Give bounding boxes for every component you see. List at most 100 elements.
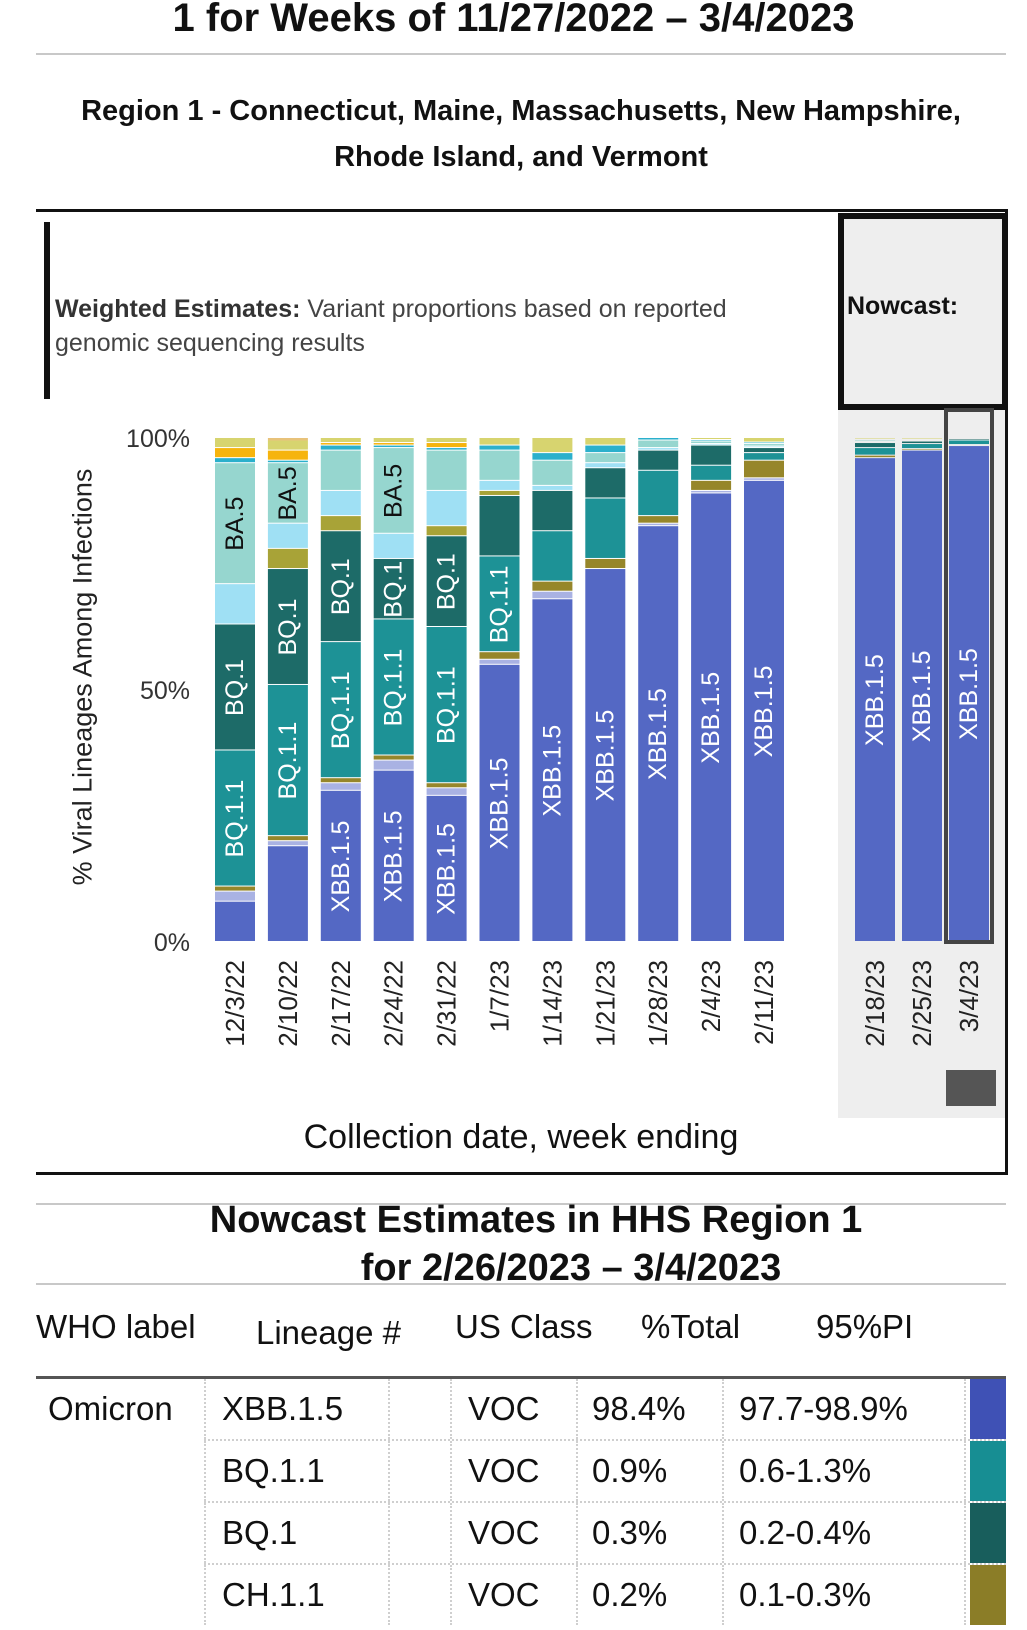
bar-segment xyxy=(585,468,626,498)
nowcast-header-box[interactable] xyxy=(838,213,1008,410)
bar-segment xyxy=(902,450,942,941)
bar-segment xyxy=(320,778,361,783)
bar-data-label: XBB.1.5 xyxy=(955,648,983,740)
weighted-estimates-heading: Weighted Estimates: xyxy=(55,295,301,323)
bar-segment xyxy=(426,536,467,626)
bar-segment xyxy=(426,438,467,443)
bar-segment xyxy=(855,455,895,458)
bar-segment xyxy=(320,490,361,516)
bar-segment xyxy=(691,493,732,941)
bar-data-label: BQ.1.1 xyxy=(274,722,302,800)
x-tick-label: 1/7/23 xyxy=(485,960,515,1032)
column-separator xyxy=(388,1379,390,1439)
nowcast-title-line2: for 2/26/2023 – 3/4/2023 xyxy=(360,1247,782,1289)
bar-segment xyxy=(215,750,255,886)
bar-data-label: XBB.1.5 xyxy=(697,672,725,764)
bar-segment xyxy=(479,490,520,495)
x-tick-label: 2/10/22 xyxy=(273,960,303,1047)
weighted-estimates-text: Variant proportions based on reported ge… xyxy=(55,295,727,357)
bar-segment xyxy=(479,480,520,490)
cell-us-class: VOC xyxy=(468,1576,540,1613)
x-tick-label: 1/28/23 xyxy=(643,960,673,1047)
bar-segment xyxy=(585,453,626,463)
bar-segment xyxy=(532,460,573,485)
variant-proportions-chart: 0% 50% 100% BQ.1.1 BQ.1 BA.5 12/3/22 BQ.1.1 BQ.1… xyxy=(126,408,994,1047)
header-us-class: US Class xyxy=(455,1308,593,1345)
table-row[interactable]: CH.1.1 VOC 0.2% 0.1-0.3% xyxy=(36,1563,1006,1625)
y-axis-title: % Viral Lineages Among Infections xyxy=(67,468,98,886)
bar-segment xyxy=(215,448,255,458)
cell-total: 0.3% xyxy=(592,1514,668,1551)
x-tick-label: 1/14/23 xyxy=(537,960,567,1047)
bar-segment xyxy=(479,652,520,659)
bar-segment xyxy=(267,523,308,548)
bar-segment xyxy=(320,531,361,642)
lineage-color-swatch xyxy=(970,1441,1006,1501)
header-lineage: Lineage # xyxy=(256,1314,401,1351)
cell-lineage: XBB.1.5 xyxy=(222,1390,344,1427)
bar-segment xyxy=(373,770,414,941)
bar-segment xyxy=(744,442,784,444)
bar-data-label: BQ.1.1 xyxy=(380,649,408,727)
cell-us-class: VOC xyxy=(468,1514,540,1551)
bar-segment xyxy=(691,445,732,465)
table-row[interactable]: BQ.1.1 VOC 0.9% 0.6-1.3% xyxy=(36,1439,1006,1501)
bar-segment xyxy=(585,445,626,453)
bar-data-label: BQ.1.1 xyxy=(327,671,355,749)
bar-segment xyxy=(949,446,989,941)
bar-segment xyxy=(373,760,414,770)
column-separator xyxy=(204,1565,206,1625)
bar-segment xyxy=(320,450,361,490)
bar-segment xyxy=(320,783,361,790)
x-axis-title: Collection date, week ending xyxy=(303,1118,739,1156)
cell-lineage: BQ.1 xyxy=(222,1514,298,1551)
bar-segment xyxy=(426,783,467,788)
bar-segment xyxy=(902,438,942,439)
bar-segment xyxy=(373,443,414,445)
bar-segment xyxy=(691,438,732,440)
table-row[interactable]: Omicron XBB.1.5 VOC 98.4% 97.7-98.9% xyxy=(36,1379,1006,1439)
bar-segment xyxy=(638,448,679,450)
bar-data-label: BQ.1 xyxy=(380,561,408,618)
bar-segment xyxy=(691,440,732,441)
column-separator xyxy=(722,1503,724,1563)
bar-data-label: BA.5 xyxy=(221,497,249,551)
bar-segment xyxy=(855,448,895,455)
bar-segment xyxy=(585,438,626,445)
bar-segment xyxy=(744,453,784,460)
bar-segment xyxy=(479,659,520,664)
bar-segment xyxy=(267,841,308,846)
bar-segment xyxy=(426,795,467,941)
bar-data-label: XBB.1.5 xyxy=(591,710,619,802)
bar-data-label: BQ.1.1 xyxy=(433,666,461,744)
bar-segment xyxy=(949,439,989,440)
bar-segment xyxy=(373,533,414,558)
bar-segment xyxy=(426,627,467,783)
cell-pi: 97.7-98.9% xyxy=(739,1390,908,1427)
bar-segment xyxy=(585,463,626,468)
section-divider xyxy=(36,1203,1006,1205)
bar-segment xyxy=(215,624,255,750)
weighted-marker xyxy=(44,222,50,399)
table-row[interactable]: BQ.1 VOC 0.3% 0.2-0.4% xyxy=(36,1501,1006,1563)
column-separator xyxy=(450,1565,452,1625)
nowcast-legend-swatch[interactable] xyxy=(946,1070,996,1106)
bar-segment xyxy=(691,490,732,493)
column-separator xyxy=(388,1565,390,1625)
bar-segment xyxy=(479,445,520,450)
column-separator xyxy=(204,1503,206,1563)
cell-lineage: CH.1.1 xyxy=(222,1576,325,1613)
header-total: %Total xyxy=(641,1308,741,1345)
nowcast-title-line1: Nowcast Estimates in HHS Region 1 xyxy=(209,1199,863,1241)
bar-segment xyxy=(532,581,573,591)
cell-total: 0.2% xyxy=(592,1576,668,1613)
bar-segment xyxy=(744,446,784,448)
bar-segment xyxy=(215,463,255,584)
bar-segment xyxy=(267,846,308,941)
lineage-color-swatch xyxy=(970,1503,1006,1563)
column-separator xyxy=(388,1503,390,1563)
header-who-label: WHO label xyxy=(36,1308,196,1345)
bar-segment xyxy=(638,526,679,941)
weighted-estimates-caption: Weighted Estimates: Variant proportions … xyxy=(55,292,745,360)
bar-data-label: BQ.1 xyxy=(221,659,249,716)
